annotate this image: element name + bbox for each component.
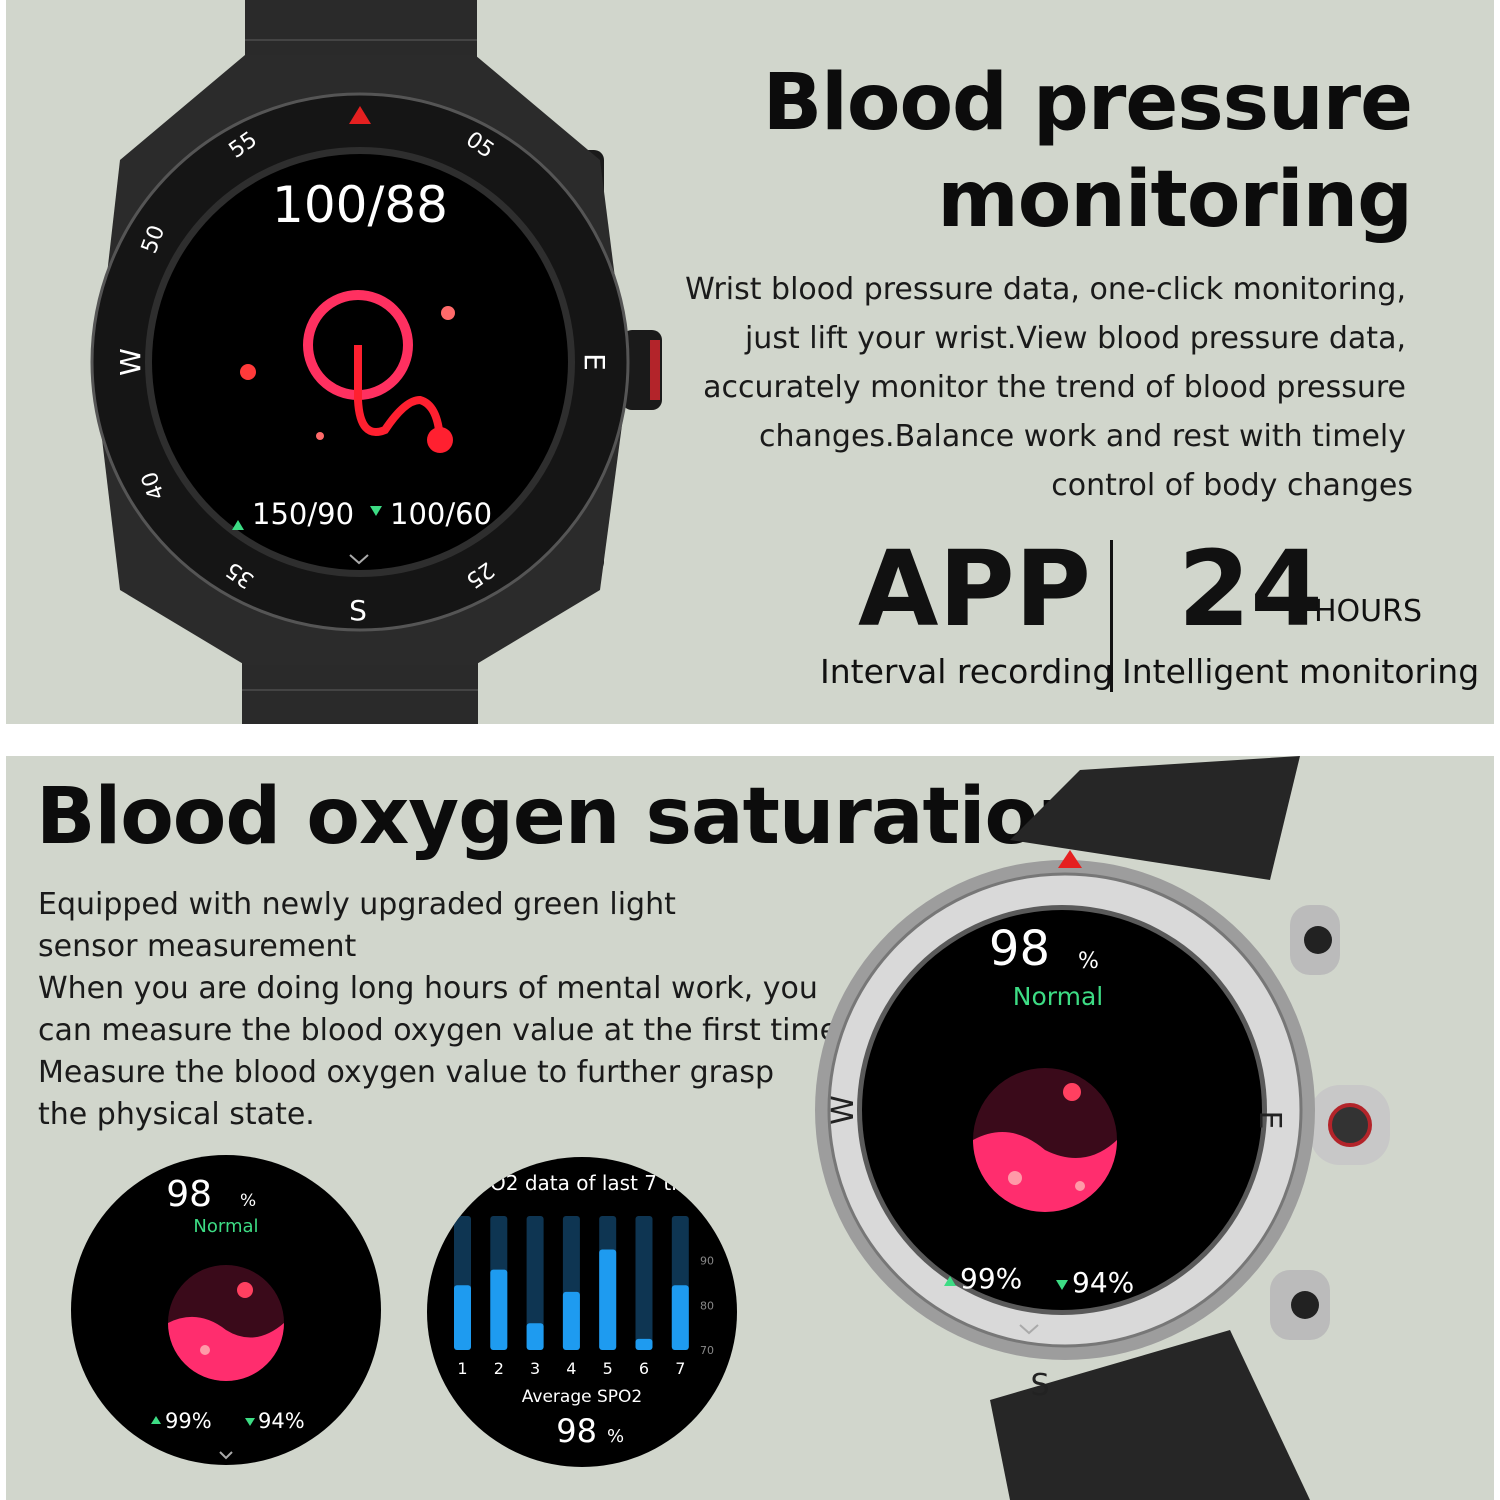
spo2-description: Equipped with newly upgraded green light… (38, 884, 848, 1136)
feature-hours-unit: HOURS (1314, 594, 1423, 629)
bar (526, 1323, 544, 1350)
up-arrow-icon (151, 1416, 161, 1424)
down-arrow-icon (245, 1418, 255, 1426)
bar (562, 1291, 580, 1350)
bezel-triangle (349, 106, 371, 124)
spo2-value: 98 (989, 921, 1050, 977)
spo2-desc-line: the physical state. (38, 1097, 315, 1132)
bar (671, 1285, 689, 1350)
y-tick-label: 80 (700, 1299, 714, 1312)
x-tick-label: 2 (494, 1359, 504, 1378)
feature-hours-label: Intelligent monitoring (1122, 652, 1480, 691)
spo2-unit: % (1078, 949, 1099, 974)
spo2-desc-line: Equipped with newly upgraded green light (38, 887, 676, 922)
bar-track (526, 1216, 544, 1350)
bp-low: 100/60 (390, 497, 492, 531)
bp-title-line1: Blood pressure (762, 58, 1413, 148)
spo2-desc-line: can measure the blood oxygen value at th… (38, 1013, 848, 1048)
x-tick-label: 5 (603, 1359, 613, 1378)
chevron-down-icon (1019, 1324, 1039, 1335)
spo2-small-status: Normal (193, 1216, 258, 1237)
x-tick-label: 6 (639, 1359, 649, 1378)
average-value: 98 (556, 1412, 597, 1450)
bp-description: Wrist blood pressure data, one-click mon… (685, 265, 1413, 510)
up-arrow-icon (944, 1276, 956, 1286)
up-arrow-icon (232, 520, 244, 530)
bezel-mark: W (114, 348, 147, 376)
bezel-mark: E (1252, 1111, 1287, 1130)
bp-desc-line: control of body changes (1051, 468, 1413, 503)
x-tick-label: 1 (457, 1359, 467, 1378)
bar (635, 1338, 653, 1350)
blood-drop-icon (168, 1265, 284, 1381)
bp-desc-line: just lift your wrist.View blood pressure… (744, 321, 1406, 356)
bezel-triangle (1058, 850, 1082, 868)
spo2-chart-screen: O2 data of last 7 tim 1 2 3 4 5 6 7 90 80 70 Aver… (427, 1157, 737, 1467)
spo2-high: 99% (960, 1262, 1022, 1295)
watch-strap-bottom (990, 1330, 1310, 1500)
bezel-mark: E (578, 353, 611, 371)
chevron-down-icon (219, 1451, 233, 1460)
chart-title: O2 data of last 7 tim (490, 1171, 696, 1195)
spo2-small-unit: % (240, 1191, 256, 1211)
spo2-small-low: 94% (258, 1409, 305, 1433)
bar (490, 1269, 508, 1350)
bp-title-line2: monitoring (937, 155, 1413, 245)
bezel-mark: W (826, 1095, 861, 1125)
bezel-mark: S (1030, 1368, 1049, 1403)
blood-pressure-icon (240, 290, 455, 453)
spo2-desc-line: Measure the blood oxygen value to furthe… (38, 1055, 775, 1090)
feature-app-value: APP (858, 528, 1091, 650)
watch-strap-top (1010, 756, 1300, 880)
spo2-title: Blood oxygen saturation (36, 772, 1093, 862)
down-arrow-icon (370, 506, 382, 516)
spo2-low: 94% (1072, 1266, 1134, 1299)
feature-divider (1110, 540, 1113, 692)
bar (454, 1285, 471, 1350)
bar-track (635, 1216, 653, 1350)
bar (599, 1249, 617, 1350)
bp-watch: S W E 55 05 50 40 35 25 100/88 150/90 10… (90, 0, 662, 724)
bp-high: 150/90 (252, 497, 354, 531)
feature-app-label: Interval recording (820, 652, 1114, 691)
x-tick-label: 3 (530, 1359, 540, 1378)
spo2-status: Normal (1013, 982, 1103, 1011)
spo2-small-value: 98 (166, 1174, 212, 1215)
x-tick-label: 4 (566, 1359, 576, 1378)
bp-desc-line: accurately monitor the trend of blood pr… (703, 370, 1406, 405)
bp-desc-line: changes.Balance work and rest with timel… (759, 419, 1406, 454)
bp-desc-line: Wrist blood pressure data, one-click mon… (685, 272, 1406, 307)
spo2-watch: S W E 98 % Normal 99% 94% (815, 756, 1390, 1500)
bp-reading: 100/88 (272, 176, 448, 234)
feature-hours-value: 24 (1178, 528, 1323, 650)
spo2-desc-line: sensor measurement (38, 929, 357, 964)
spo2-small-screen: 98 % Normal 99% 94% (71, 1155, 381, 1465)
y-tick-label: 70 (700, 1344, 714, 1357)
blood-drop-icon (973, 1068, 1117, 1212)
average-label: Average SPO2 (522, 1387, 642, 1407)
y-tick-label: 90 (700, 1255, 714, 1268)
spo2-small-high: 99% (165, 1409, 212, 1433)
down-arrow-icon (1056, 1280, 1068, 1290)
x-tick-label: 7 (675, 1359, 685, 1378)
chevron-down-icon (349, 554, 369, 565)
average-unit: % (607, 1426, 624, 1447)
spo2-desc-line: When you are doing long hours of mental … (38, 971, 818, 1006)
bezel-mark: S (349, 594, 367, 627)
